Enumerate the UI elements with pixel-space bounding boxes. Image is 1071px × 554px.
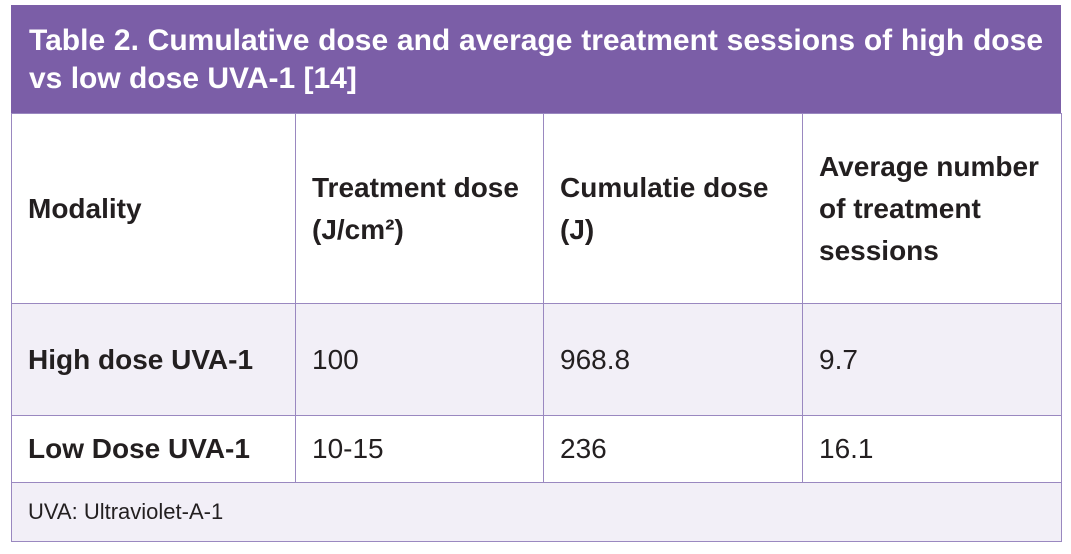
footnote: UVA: Ultraviolet-A-1 [11,482,1062,542]
column-header: Average number of treatment sessions [802,113,1062,304]
row-label: High dose UVA-1 [11,303,296,416]
column-header: Cumulatie dose (J) [543,113,803,304]
cell: 9.7 [802,303,1062,416]
cell: 100 [295,303,544,416]
column-header: Treatment dose (J/cm²) [295,113,544,304]
cell: 236 [543,415,803,483]
cell: 16.1 [802,415,1062,483]
column-header: Modality [11,113,296,304]
cell: 10-15 [295,415,544,483]
table-row: Low Dose UVA-1 10-15 236 16.1 [11,415,1062,483]
footnote-row: UVA: Ultraviolet-A-1 [11,482,1062,542]
table-title: Table 2. Cumulative dose and average tre… [11,5,1061,113]
data-table: Modality Treatment dose (J/cm²) Cumulati… [11,113,1062,542]
header-row: Modality Treatment dose (J/cm²) Cumulati… [11,113,1062,304]
row-label: Low Dose UVA-1 [11,415,296,483]
table-figure: Table 2. Cumulative dose and average tre… [11,5,1062,542]
table-row: High dose UVA-1 100 968.8 9.7 [11,303,1062,416]
cell: 968.8 [543,303,803,416]
